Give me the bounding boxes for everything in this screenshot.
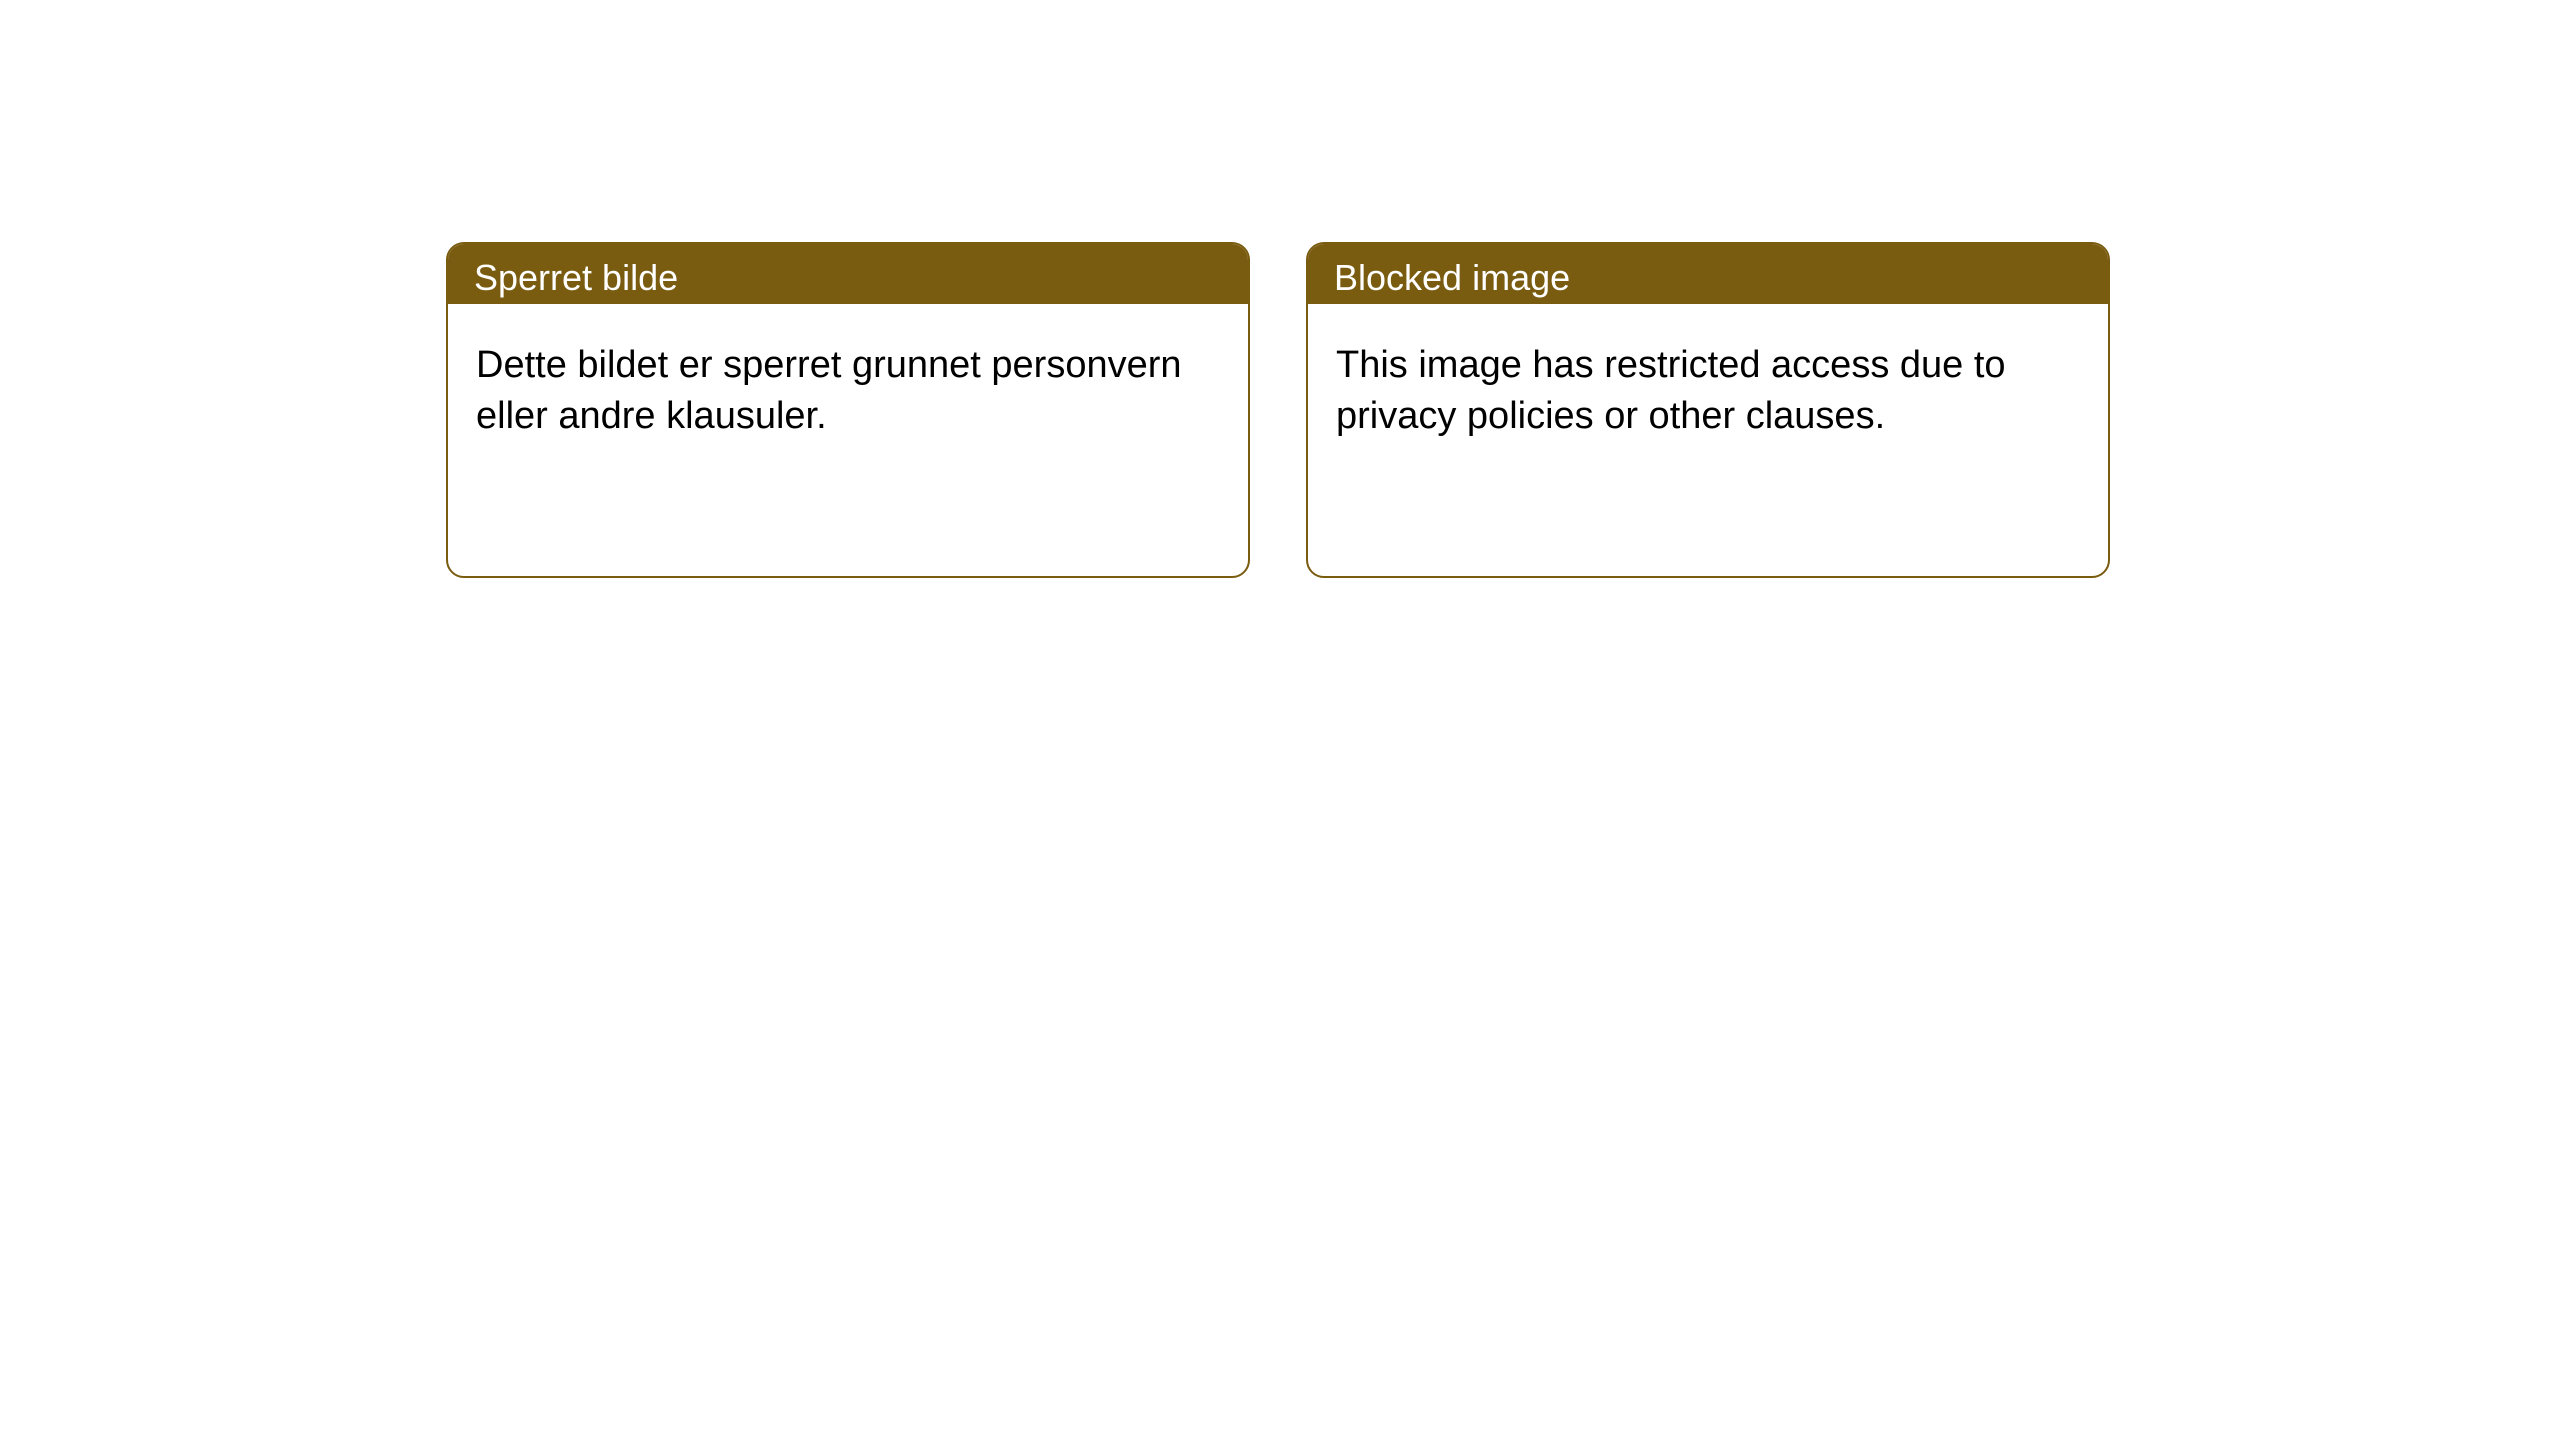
card-body-no: Dette bildet er sperret grunnet personve…: [448, 304, 1248, 471]
card-title-no: Sperret bilde: [474, 257, 678, 299]
blocked-image-card-en: Blocked image This image has restricted …: [1306, 242, 2110, 578]
card-header-en: Blocked image: [1308, 244, 2108, 304]
card-title-en: Blocked image: [1334, 257, 1570, 299]
card-text-no: Dette bildet er sperret grunnet personve…: [476, 344, 1182, 437]
blocked-image-card-no: Sperret bilde Dette bildet er sperret gr…: [446, 242, 1250, 578]
card-header-no: Sperret bilde: [448, 244, 1248, 304]
card-text-en: This image has restricted access due to …: [1336, 344, 2006, 437]
notice-container: Sperret bilde Dette bildet er sperret gr…: [0, 0, 2560, 578]
card-body-en: This image has restricted access due to …: [1308, 304, 2108, 471]
